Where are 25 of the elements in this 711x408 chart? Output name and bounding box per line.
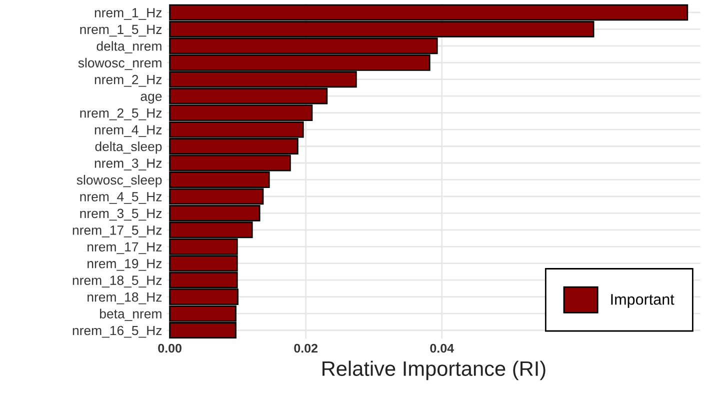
y-tick-label: beta_nrem — [100, 308, 162, 321]
y-tick-label: nrem_2_5_Hz — [80, 108, 162, 120]
x-tick-label: 0.04 — [430, 344, 454, 353]
x-tick-label: 0.02 — [294, 344, 318, 353]
y-tick-label: nrem_1_5_Hz — [80, 24, 162, 37]
y-tick-label: delta_nrem — [96, 41, 162, 54]
y-tick-label: nrem_17_Hz — [88, 242, 162, 254]
y-tick-label: nrem_3_5_Hz — [80, 208, 162, 221]
y-tick-label: delta_sleep — [95, 141, 162, 154]
y-tick-label: nrem_18_Hz — [88, 292, 162, 304]
y-tick-label: nrem_2_Hz — [94, 74, 162, 87]
y-tick-label: slowosc_nrem — [78, 58, 162, 70]
y-tick-label: nrem_19_Hz — [88, 258, 162, 271]
x-tick-label: 0.00 — [158, 344, 182, 353]
y-tick-label: slowosc_sleep — [76, 174, 162, 188]
x-axis-title: Relative Importance (RI) — [322, 360, 546, 380]
y-tick-label: nrem_4_5_Hz — [80, 192, 162, 204]
legend-label: Important — [611, 294, 674, 308]
y-tick-label: nrem_17_5_Hz — [72, 226, 162, 238]
y-tick-label: age — [140, 94, 162, 104]
y-tick-label: nrem_18_5_Hz — [72, 276, 162, 288]
y-tick-label: nrem_4_Hz — [94, 125, 162, 137]
y-tick-label: nrem_1_Hz — [94, 8, 162, 20]
y-tick-label: nrem_16_5_Hz — [72, 326, 162, 338]
y-tick-label: nrem_3_Hz — [94, 158, 162, 170]
